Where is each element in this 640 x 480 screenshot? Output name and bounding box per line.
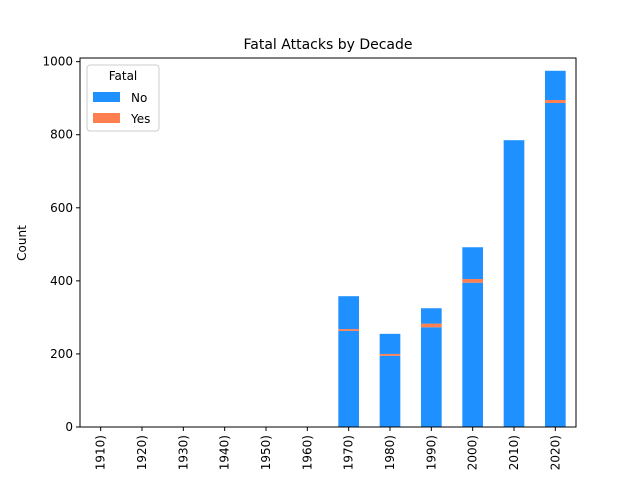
x-tick-label-3: 1940): [218, 435, 232, 470]
bar-yes-8: [421, 323, 442, 328]
bar-yes-6: [338, 329, 359, 331]
legend-title: Fatal: [109, 69, 138, 83]
bar-no-11: [545, 102, 566, 427]
legend-label-no: No: [131, 91, 147, 105]
x-tick-label-8: 1990): [424, 435, 438, 470]
bar-no-8: [421, 327, 442, 427]
x-tick-label-4: 1950): [259, 435, 273, 470]
y-tick-label-800: 800: [50, 128, 73, 142]
x-tick-label-1: 1920): [135, 435, 149, 470]
y-tick-label-400: 400: [50, 274, 73, 288]
x-tick-label-7: 1980): [383, 435, 397, 470]
bar-no-9: [462, 282, 483, 427]
x-tick-label-2: 1930): [176, 435, 190, 470]
legend: Fatal No Yes: [86, 64, 160, 132]
legend-swatch-yes: [93, 113, 120, 123]
bars-layer: [338, 70, 566, 427]
x-axis-ticks: 1910) 1920) 1930) 1940) 1950) 1960) 1970) 1980)…: [94, 427, 562, 470]
y-axis-ticks: 0 200 400 600 800 1000: [42, 55, 80, 434]
y-tick-label-600: 600: [50, 201, 73, 215]
x-tick-label-10: 2010): [507, 435, 521, 470]
y-tick-label-0: 0: [65, 420, 73, 434]
x-tick-label-6: 1970): [342, 435, 356, 470]
x-tick-label-9: 2000): [466, 435, 480, 470]
x-tick-label-0: 1910): [94, 435, 108, 470]
x-tick-label-5: 1960): [300, 435, 314, 470]
bar-no-upper-7: [379, 333, 401, 354]
bar-no-upper-11: [545, 70, 566, 101]
y-axis-label: Count: [15, 225, 29, 261]
chart-title: Fatal Attacks by Decade: [244, 37, 413, 53]
bar-no-upper-8: [421, 308, 442, 324]
bar-no-7: [379, 355, 401, 427]
bar-yes-9: [462, 279, 483, 283]
legend-swatch-no: [93, 92, 120, 102]
bar-no-upper-6: [338, 296, 359, 330]
bar-yes-11: [545, 100, 566, 103]
bar-yes-7: [379, 353, 401, 356]
bar-no-6: [338, 330, 359, 427]
x-tick-label-11: 2020): [548, 435, 562, 470]
bar-no-upper-9: [462, 247, 483, 280]
y-tick-label-1000: 1000: [42, 55, 73, 69]
legend-label-yes: Yes: [130, 112, 150, 126]
plot-frame: [79, 57, 577, 428]
bar-no-10: [503, 140, 525, 427]
y-tick-label-200: 200: [50, 347, 73, 361]
